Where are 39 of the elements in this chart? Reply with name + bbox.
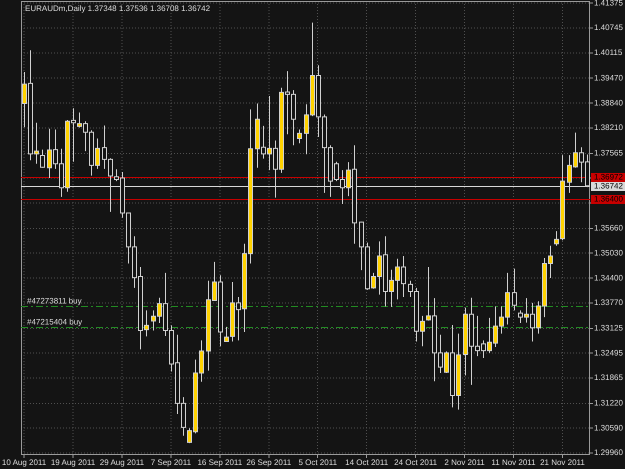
ref-line-label: #47273811 buy: [27, 296, 82, 306]
x-tick-label: 10 Aug 2011: [2, 458, 47, 468]
x-tick-label: 11 Nov 2011: [491, 458, 536, 468]
x-tick-label: 2 Nov 2011: [444, 458, 486, 468]
y-tick-label: 1.38840: [594, 98, 624, 108]
y-tick-label: 1.35660: [594, 224, 624, 233]
x-tick-label: 19 Aug 2011: [50, 458, 96, 468]
candlestick: [554, 230, 559, 246]
y-tick-label: 1.41375: [594, 0, 624, 8]
ref-line-label: 1.36972: [594, 172, 624, 182]
y-tick-label: 1.31220: [594, 398, 624, 408]
x-tick-label: 16 Sep 2011: [197, 458, 243, 468]
y-tick-label: 1.35030: [594, 248, 624, 258]
x-tick-label: 7 Sep 2011: [150, 458, 192, 468]
x-tick-label: 14 Oct 2011: [345, 458, 389, 468]
ref-line-label: 1.36400: [594, 194, 624, 204]
y-tick-label: 1.39470: [594, 73, 624, 82]
x-tick-label: 24 Oct 2011: [394, 458, 438, 468]
y-tick-label: 1.38210: [594, 123, 624, 132]
y-tick-label: 1.33770: [594, 298, 624, 308]
ref-line-label: 1.36742: [594, 182, 624, 191]
candlestick: [512, 268, 517, 311]
y-tick-label: 1.34400: [594, 273, 624, 282]
y-tick-label: 1.37565: [594, 148, 624, 158]
x-tick-label: 21 Nov 2011: [540, 458, 586, 468]
y-tick-label: 1.30590: [594, 423, 624, 432]
x-tick-label: 26 Sep 2011: [246, 458, 292, 468]
ref-line-label: #47215404 buy: [27, 318, 82, 326]
y-tick-label: 1.31865: [594, 373, 624, 382]
x-tick-label: 29 Aug 2011: [100, 458, 145, 468]
y-tick-label: 1.40745: [594, 23, 624, 32]
y-tick-label: 1.40115: [594, 48, 623, 58]
candlestick: [40, 149, 45, 168]
y-tick-label: 1.32495: [594, 348, 624, 358]
y-tick-label: 1.29960: [594, 448, 624, 458]
x-tick-label: 5 Oct 2011: [298, 458, 338, 468]
chart-title: EURAUDm,Daily 1.37348 1.37536 1.36708 1.36742: [25, 4, 210, 14]
candlestick: [297, 128, 302, 144]
y-tick-label: 1.33125: [594, 324, 624, 332]
